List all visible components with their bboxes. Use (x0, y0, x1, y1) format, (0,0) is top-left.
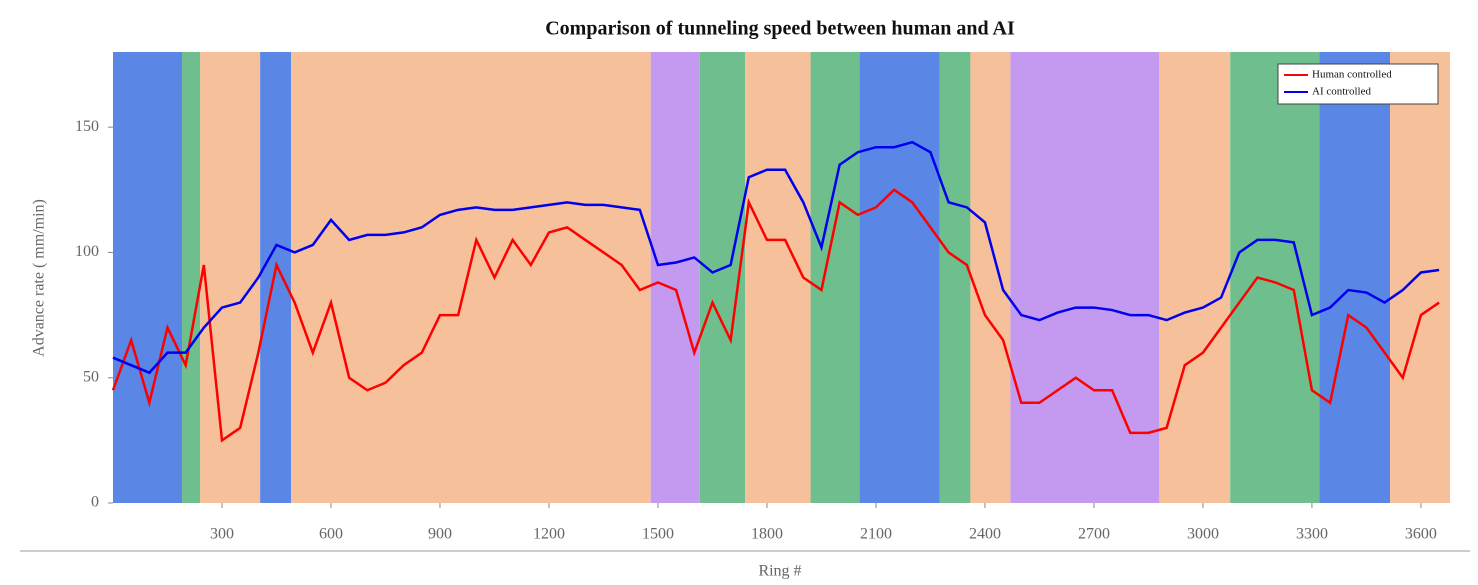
x-tick-label: 3000 (1187, 526, 1219, 543)
y-tick-label: 100 (75, 243, 99, 260)
background-band (651, 52, 700, 503)
background-band (1159, 52, 1230, 503)
background-band (113, 52, 182, 503)
legend-label: Human controlled (1312, 69, 1392, 81)
background-band (1390, 52, 1450, 503)
x-tick-label: 300 (210, 526, 234, 543)
background-band (1319, 52, 1390, 503)
background-band (970, 52, 1010, 503)
x-tick-label: 1200 (533, 526, 565, 543)
background-band (1230, 52, 1319, 503)
background-band (940, 52, 971, 503)
x-tick-label: 600 (319, 526, 343, 543)
y-tick-label: 150 (75, 118, 99, 135)
background-band (811, 52, 860, 503)
x-tick-label: 1800 (751, 526, 783, 543)
y-axis-label: Advance rate ( mm/min) (31, 199, 48, 357)
x-tick-label: 2100 (860, 526, 892, 543)
x-tick-label: 3300 (1296, 526, 1328, 543)
background-band (860, 52, 940, 503)
x-tick-label: 900 (428, 526, 452, 543)
background-band (182, 52, 200, 503)
background-band (291, 52, 651, 503)
x-tick-label: 1500 (642, 526, 674, 543)
chart: Comparison of tunneling speed between hu… (0, 0, 1478, 585)
background-band (745, 52, 810, 503)
x-axis-label: Ring # (758, 563, 801, 580)
x-tick-label: 2700 (1078, 526, 1110, 543)
legend-label: AI controlled (1312, 86, 1371, 98)
y-tick-label: 0 (91, 494, 99, 511)
y-tick-label: 50 (83, 368, 99, 385)
background (113, 52, 1450, 503)
chart-title: Comparison of tunneling speed between hu… (545, 18, 1015, 40)
x-tick-label: 2400 (969, 526, 1001, 543)
x-tick-label: 3600 (1405, 526, 1437, 543)
background-band (1010, 52, 1159, 503)
background-band (260, 52, 291, 503)
